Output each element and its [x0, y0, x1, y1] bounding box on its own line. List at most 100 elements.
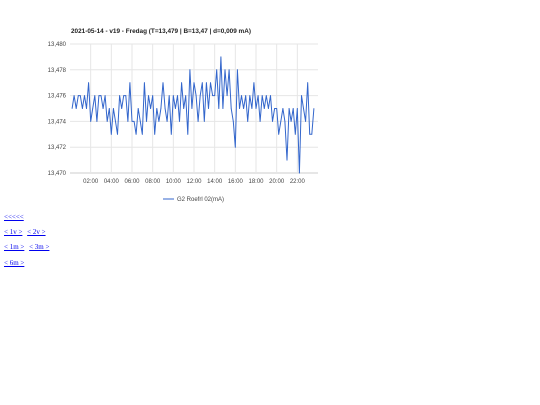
x-tick-label: 14:00	[207, 179, 223, 185]
nav-link-2v[interactable]: < 2v >	[27, 228, 46, 236]
data-point	[156, 108, 158, 109]
chart-title: 2021-05-14 - v19 - Fredag (T=13,479 | B=…	[71, 28, 251, 35]
y-axis-ticks: 13,470 13,472 13,474 13,476 13,478 13,480	[48, 42, 67, 177]
y-tick-label: 13,478	[48, 68, 67, 74]
data-point	[115, 121, 116, 122]
data-point	[185, 95, 187, 96]
data-point	[86, 108, 87, 109]
data-point	[177, 95, 178, 96]
data-point	[257, 95, 259, 96]
data-point	[216, 69, 218, 71]
data-point	[208, 108, 209, 109]
data-point	[299, 172, 300, 174]
data-point	[166, 121, 168, 122]
data-point	[212, 95, 214, 96]
data-point	[294, 133, 296, 135]
x-tick-label: 12:00	[186, 179, 202, 185]
data-point	[73, 95, 75, 96]
data-point	[290, 121, 292, 122]
data-point	[150, 108, 152, 109]
data-point	[201, 82, 203, 84]
data-point	[193, 82, 195, 84]
data-point	[121, 108, 123, 109]
data-point	[79, 95, 81, 96]
data-point	[131, 121, 133, 122]
data-point	[92, 108, 94, 109]
data-point	[82, 108, 83, 109]
data-point	[77, 95, 79, 96]
data-point	[286, 159, 288, 161]
legend: G2 Roefrl 02(mA)	[163, 197, 224, 203]
data-point	[135, 133, 137, 135]
data-point	[292, 108, 294, 109]
nav-link-3m[interactable]: < 3m >	[29, 243, 50, 251]
data-point	[127, 121, 129, 122]
data-point	[75, 108, 77, 109]
data-point	[141, 133, 143, 135]
x-axis-ticks: 02:00 04:00 06:00 08:00 10:00 12:00 14:00 16:00…	[83, 179, 305, 185]
nav-row-1: <<<<<	[4, 213, 27, 221]
data-point	[268, 108, 269, 109]
data-point	[144, 82, 145, 84]
nav-row-3: < 1m > < 3m >	[4, 243, 52, 251]
x-tick-label: 18:00	[248, 179, 264, 185]
data-point	[243, 108, 245, 109]
data-point	[187, 133, 189, 135]
x-tick-label: 22:00	[290, 179, 306, 185]
y-tick-label: 13,480	[48, 42, 67, 48]
data-point	[274, 108, 275, 109]
data-point	[226, 95, 228, 96]
nav-link-6m[interactable]: < 6m >	[4, 259, 25, 267]
nav-link-back-all[interactable]: <<<<<	[4, 213, 24, 221]
data-point	[108, 108, 110, 109]
data-point	[170, 133, 172, 135]
data-point	[288, 108, 290, 109]
data-point	[152, 95, 154, 96]
data-point	[154, 133, 156, 135]
data-point	[117, 133, 118, 135]
nav-row-2: < 1v > < 2v >	[4, 228, 49, 236]
data-point	[228, 69, 230, 71]
data-point	[137, 108, 139, 109]
data-point	[104, 95, 106, 96]
data-point	[249, 95, 251, 96]
data-point	[102, 108, 104, 109]
data-point	[313, 108, 315, 109]
nav-link-1v[interactable]: < 1v >	[4, 228, 23, 236]
data-point	[133, 121, 135, 122]
data-point	[309, 133, 311, 135]
data-point	[261, 95, 263, 96]
data-point	[218, 108, 220, 109]
data-point	[220, 56, 222, 58]
data-point	[168, 95, 170, 96]
data-point	[282, 108, 284, 109]
data-point	[234, 146, 236, 148]
data-point	[119, 95, 120, 96]
data-point	[222, 108, 224, 109]
data-point	[224, 69, 226, 71]
series-layer	[71, 56, 315, 174]
data-point	[164, 108, 166, 109]
data-point	[146, 121, 147, 122]
data-point	[272, 121, 273, 122]
data-point	[88, 82, 89, 84]
data-point	[237, 69, 238, 71]
data-point	[265, 95, 267, 96]
data-point	[100, 95, 102, 96]
y-tick-label: 13,470	[48, 171, 67, 177]
y-tick-label: 13,472	[48, 145, 67, 151]
data-point	[189, 69, 191, 71]
data-point	[301, 95, 302, 96]
data-point	[199, 95, 201, 96]
x-tick-label: 16:00	[228, 179, 244, 185]
data-point	[98, 95, 100, 96]
data-point	[206, 82, 207, 84]
nav-link-1m[interactable]: < 1m >	[4, 243, 25, 251]
data-point	[113, 108, 114, 109]
data-point	[284, 121, 286, 122]
legend-label: G2 Roefrl 02(mA)	[177, 197, 224, 203]
data-point	[191, 108, 193, 109]
data-point	[110, 133, 112, 135]
data-point	[179, 121, 180, 122]
data-point	[255, 108, 257, 109]
